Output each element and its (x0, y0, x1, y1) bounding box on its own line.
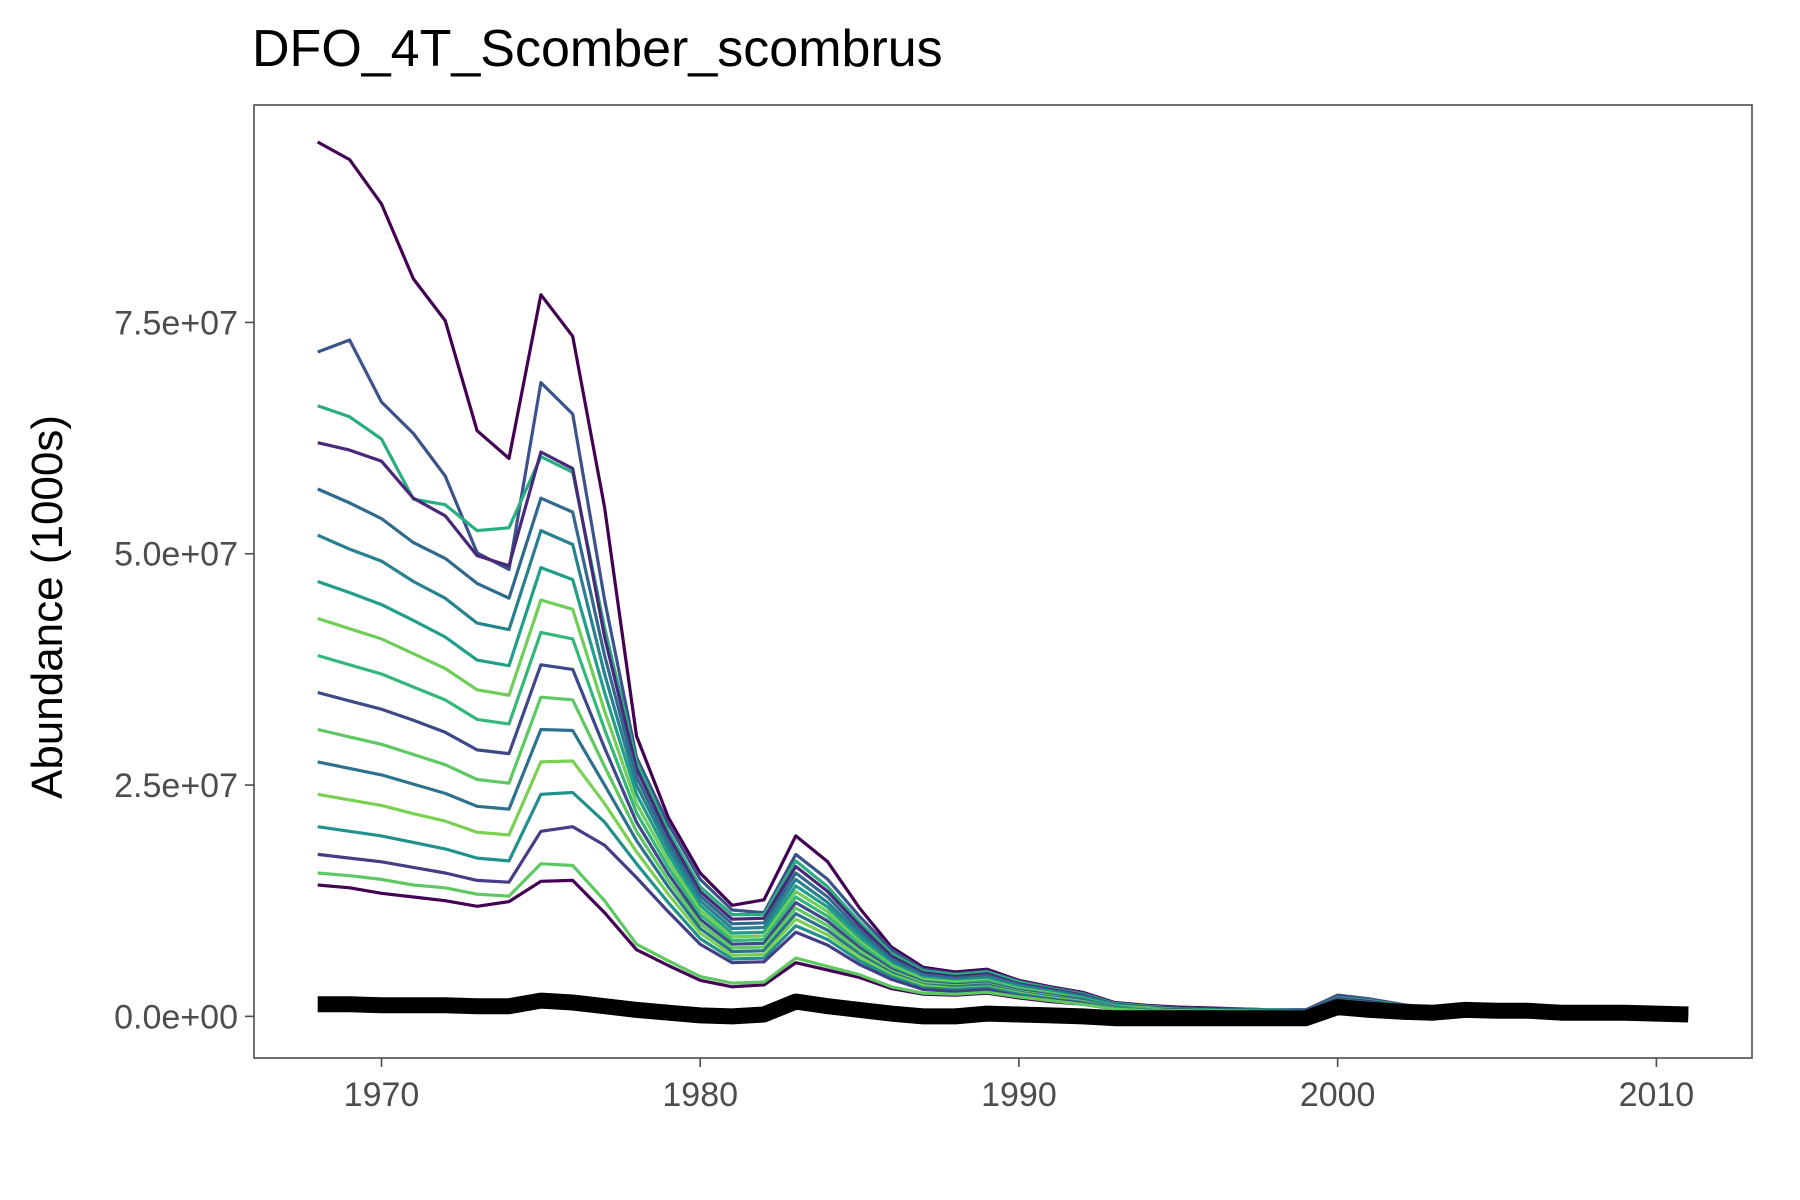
series-line-5 (317, 487, 1689, 1016)
observed-line (317, 992, 1689, 1027)
series-line-11 (317, 695, 1689, 1017)
series-line-2 (317, 338, 1689, 1016)
x-axis: 1970 1980 1990 2000 2010 (344, 1058, 1695, 1114)
panel-border (253, 104, 1753, 1059)
x-tick-label: 2010 (1619, 1076, 1695, 1114)
y-tick-label: 5.0e+07 (114, 536, 238, 574)
y-tick-label: 2.5e+07 (114, 767, 238, 805)
x-tick-label: 1970 (344, 1076, 420, 1114)
series-line-8 (317, 598, 1689, 1017)
series-line-10 (317, 663, 1689, 1017)
series-line-12 (317, 727, 1689, 1017)
chart-title: DFO_4T_Scomber_scombrus (252, 20, 943, 78)
x-tick-label: 2000 (1300, 1076, 1376, 1114)
series-line-9 (317, 630, 1689, 1017)
y-axis: 0.0e+00 2.5e+07 5.0e+07 7.5e+07 (114, 304, 254, 1036)
series-line-7 (317, 566, 1689, 1017)
y-tick-label: 7.5e+07 (114, 304, 238, 342)
series-layer (316, 140, 1689, 1017)
x-tick-label: 1980 (662, 1076, 738, 1114)
observed-series-layer (317, 992, 1689, 1027)
y-axis-label: Abundance (1000s) (23, 415, 72, 799)
x-tick-label: 1990 (981, 1076, 1057, 1114)
series-line-4 (317, 441, 1689, 1016)
y-tick-label: 0.0e+00 (114, 998, 238, 1036)
